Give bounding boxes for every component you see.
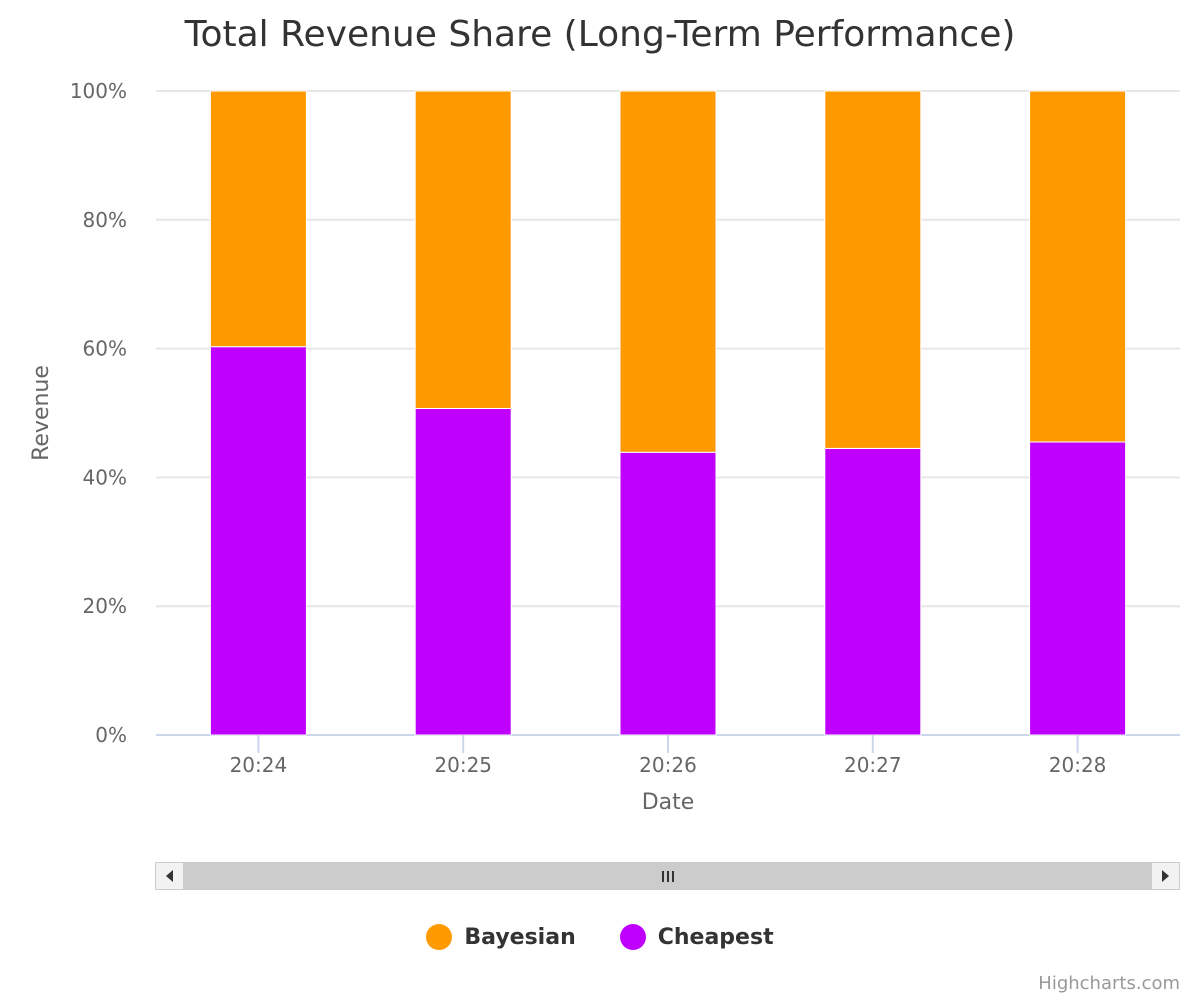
x-tick-label: 20:26 xyxy=(639,753,697,777)
chevron-right-icon xyxy=(1162,870,1169,882)
scroll-left-button[interactable] xyxy=(156,863,184,889)
bar-bayesian[interactable] xyxy=(414,90,512,409)
x-tick-label: 20:25 xyxy=(434,753,492,777)
navigator-scrollbar[interactable] xyxy=(155,862,1180,890)
y-tick-label: 40% xyxy=(83,465,127,489)
chart-title: Total Revenue Share (Long-Term Performan… xyxy=(184,14,1016,55)
y-tick-label: 0% xyxy=(95,723,127,747)
y-tick-label: 20% xyxy=(83,594,127,618)
x-axis-title: Date xyxy=(642,790,695,815)
grip-icon xyxy=(661,870,674,882)
bar-bayesian[interactable] xyxy=(209,90,307,348)
legend: Bayesian Cheapest xyxy=(0,924,1200,950)
bar-bayesian[interactable] xyxy=(1029,90,1127,443)
bar-cheapest[interactable] xyxy=(619,451,717,736)
bar-bayesian[interactable] xyxy=(824,90,922,449)
y-tick-label: 80% xyxy=(83,208,127,232)
legend-swatch-bayesian xyxy=(426,924,453,950)
bar-cheapest[interactable] xyxy=(209,346,307,736)
bar-cheapest[interactable] xyxy=(824,447,922,736)
legend-label-bayesian: Bayesian xyxy=(464,924,576,950)
bar-cheapest[interactable] xyxy=(414,407,512,736)
scrollbar-thumb[interactable] xyxy=(183,863,1152,889)
scroll-right-button[interactable] xyxy=(1151,863,1179,889)
legend-label-cheapest: Cheapest xyxy=(657,924,774,950)
x-tick-label: 20:27 xyxy=(844,753,902,777)
x-tick-label: 20:28 xyxy=(1049,753,1107,777)
y-tick-label: 60% xyxy=(83,337,127,361)
legend-swatch-cheapest xyxy=(619,924,646,950)
credits-link[interactable]: Highcharts.com xyxy=(1038,973,1180,994)
y-tick-label: 100% xyxy=(70,79,127,103)
bar-cheapest[interactable] xyxy=(1029,441,1127,736)
chevron-left-icon xyxy=(166,870,173,882)
bar-bayesian[interactable] xyxy=(619,90,717,453)
legend-item-bayesian[interactable]: Bayesian xyxy=(426,924,576,950)
legend-item-cheapest[interactable]: Cheapest xyxy=(619,924,774,950)
y-axis-title: Revenue xyxy=(29,365,54,461)
x-tick-label: 20:24 xyxy=(230,753,288,777)
